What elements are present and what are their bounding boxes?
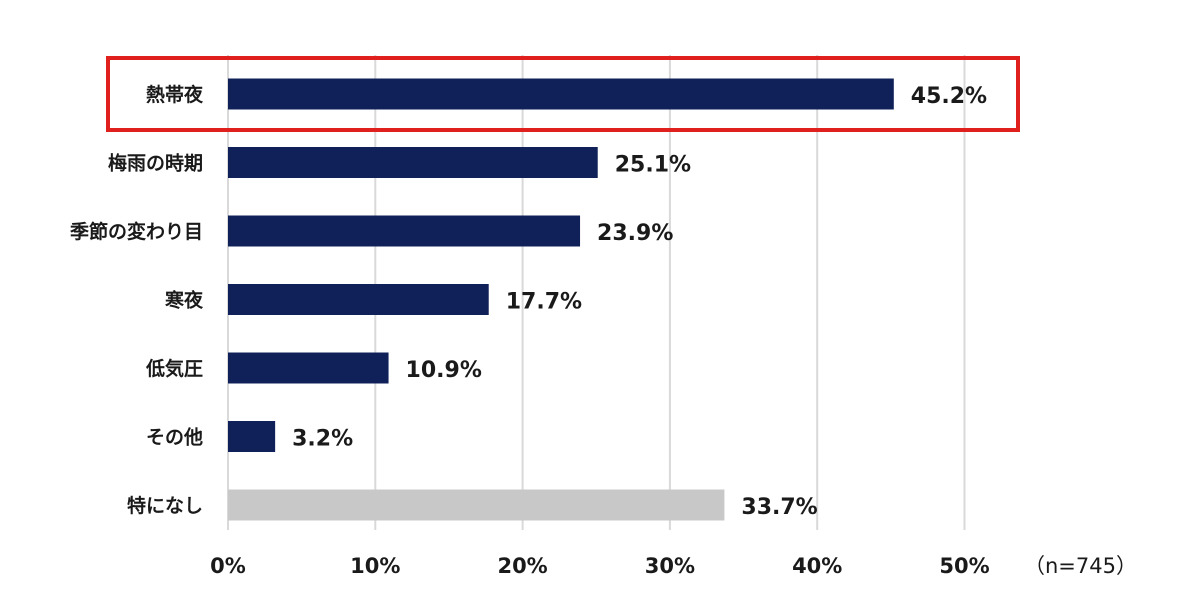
data-label: 3.2%: [292, 427, 353, 452]
data-label: 33.7%: [741, 495, 817, 520]
data-label: 10.9%: [406, 358, 482, 383]
x-tick-label: 0%: [210, 554, 246, 578]
category-label: 熱帯夜: [146, 83, 204, 106]
data-label: 25.1%: [615, 153, 691, 178]
x-tick-label: 20%: [497, 554, 547, 578]
category-label: 梅雨の時期: [108, 152, 203, 175]
bar: [228, 489, 725, 521]
category-label: その他: [146, 426, 203, 449]
bar: [228, 215, 581, 247]
bar: [228, 352, 389, 384]
category-label: 季節の変わり目: [70, 220, 203, 243]
category-label: 寒夜: [165, 289, 204, 312]
bars: [228, 78, 894, 521]
data-label: 23.9%: [597, 221, 673, 246]
data-label: 45.2%: [911, 84, 987, 109]
bar: [228, 78, 894, 110]
bar: [228, 284, 489, 315]
data-label: 17.7%: [506, 290, 582, 315]
labels: 0% 10% 20% 30% 40% 50% 熱帯夜 45.2% 梅雨の時期 25.1% 季節の変わ…: [70, 56, 1020, 578]
category-label: 低気圧: [145, 357, 203, 380]
highlight-box: [106, 56, 1020, 132]
x-tick-label: 40%: [792, 554, 842, 578]
x-tick-label: 50%: [939, 554, 989, 578]
category-label: 特になし: [127, 495, 203, 517]
x-tick-label: 30%: [645, 554, 695, 578]
sample-size-note: （n=745）: [1024, 554, 1137, 578]
bar: [228, 421, 276, 452]
bar: [228, 147, 598, 178]
x-tick-label: 10%: [350, 554, 400, 578]
